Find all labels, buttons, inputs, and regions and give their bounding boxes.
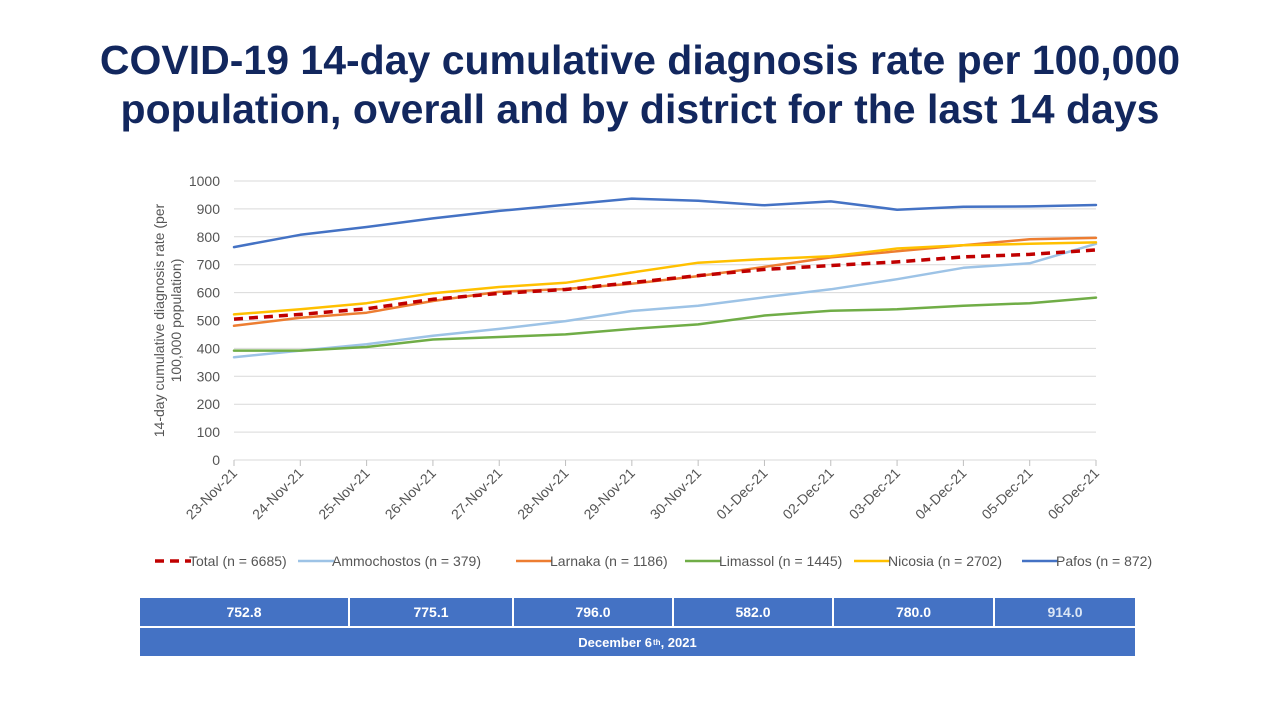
legend-label-4: Nicosia (n = 2702): [888, 553, 1002, 569]
summary-cell-larnaka: 796.0: [514, 598, 674, 626]
y-tick-label: 400: [197, 340, 221, 356]
x-tick-label: 05-Dec-21: [978, 465, 1036, 523]
x-tick-label: 30-Nov-21: [647, 465, 705, 523]
summary-cell-nicosia: 780.0: [834, 598, 995, 626]
summary-table: 752.8 775.1 796.0 582.0 780.0 914.0 Dece…: [140, 598, 1135, 656]
x-tick-label: 06-Dec-21: [1045, 465, 1103, 523]
summary-cell-pafos: 914.0: [995, 598, 1135, 626]
x-tick-label: 23-Nov-21: [183, 465, 241, 523]
x-tick-label: 02-Dec-21: [779, 465, 837, 523]
line-chart: 0 100 200 300 400 500 600 700 800 900 1000 23-Nov-2…: [151, 173, 1152, 569]
legend-label-1: Ammochostos (n = 379): [332, 553, 481, 569]
legend-label-0: Total (n = 6685): [189, 553, 287, 569]
summary-cell-ammochostos: 775.1: [350, 598, 514, 626]
y-tick-label: 800: [197, 229, 221, 245]
y-tick-label: 100: [197, 424, 221, 440]
x-tick-label: 28-Nov-21: [514, 465, 572, 523]
legend-label-5: Pafos (n = 872): [1056, 553, 1152, 569]
series-line-3: [232, 296, 1098, 352]
x-tick-label: 04-Dec-21: [912, 465, 970, 523]
legend-label-3: Limassol (n = 1445): [719, 553, 842, 569]
y-tick-label: 200: [197, 396, 221, 412]
x-tick-label: 27-Nov-21: [448, 465, 506, 523]
summary-cell-limassol: 582.0: [674, 598, 834, 626]
summary-date-sup: th: [653, 637, 661, 647]
y-tick-label: 700: [197, 257, 221, 273]
y-tick-label: 900: [197, 201, 221, 217]
y-tick-label: 0: [212, 452, 220, 468]
page-title: COVID-19 14-day cumulative diagnosis rat…: [0, 36, 1280, 134]
title-line-2: population, overall and by district for …: [120, 86, 1160, 132]
summary-values-row: 752.8 775.1 796.0 582.0 780.0 914.0: [140, 598, 1135, 626]
x-tick-label: 01-Dec-21: [713, 465, 771, 523]
x-tick-label: 29-Nov-21: [580, 465, 638, 523]
x-tick-label: 26-Nov-21: [382, 465, 440, 523]
series-line-0: [233, 248, 1097, 321]
x-tick-label: 25-Nov-21: [315, 465, 373, 523]
summary-date-text: December 6: [578, 634, 652, 650]
y-axis-title: 14-day cumulative diagnosis rate (per100…: [151, 203, 184, 437]
summary-cell-total: 752.8: [140, 598, 350, 626]
y-tick-label: 500: [197, 313, 221, 329]
series-line-1: [232, 242, 1098, 359]
title-line-1: COVID-19 14-day cumulative diagnosis rat…: [99, 37, 1181, 83]
x-tick-label: 24-Nov-21: [249, 465, 307, 523]
legend-label-2: Larnaka (n = 1186): [550, 553, 668, 569]
series-line-2: [232, 236, 1098, 328]
y-tick-label: 300: [197, 368, 221, 384]
x-tick-label: 03-Dec-21: [846, 465, 904, 523]
y-tick-label: 600: [197, 285, 221, 301]
summary-date-suffix: , 2021: [660, 634, 697, 650]
series-line-4: [232, 241, 1098, 316]
y-tick-label: 1000: [189, 173, 220, 189]
series-line-5: [232, 197, 1098, 249]
